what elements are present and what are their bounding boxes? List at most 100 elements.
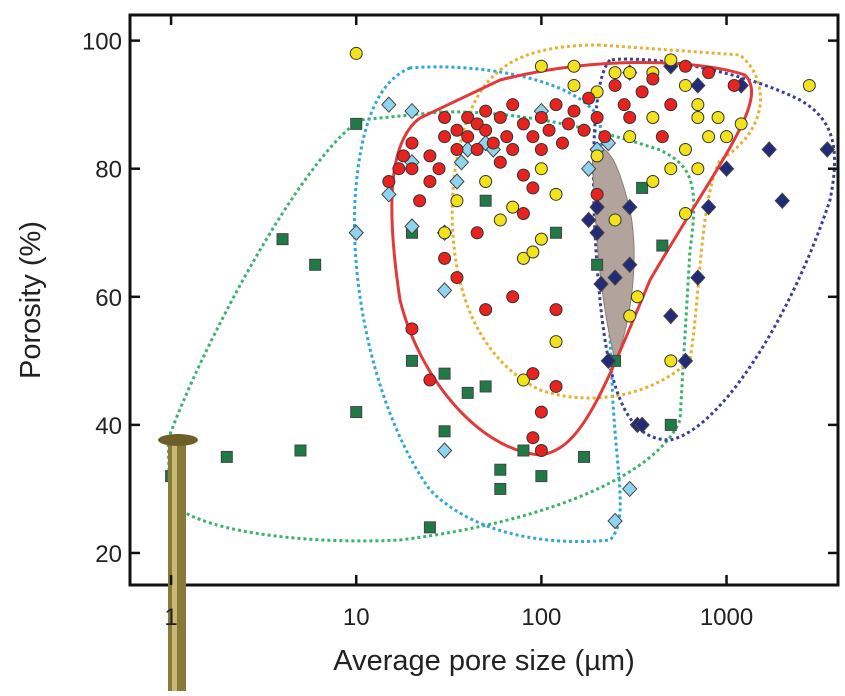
point	[516, 373, 530, 387]
point	[381, 186, 397, 203]
point	[590, 110, 604, 124]
envelope	[591, 57, 836, 442]
point	[664, 98, 678, 112]
point	[582, 91, 596, 105]
point	[294, 444, 307, 457]
point	[678, 78, 692, 92]
point	[567, 59, 581, 73]
point	[774, 192, 790, 209]
point	[727, 78, 741, 92]
point	[438, 130, 452, 144]
y-tick-label: 20	[95, 541, 122, 568]
envelope-area	[591, 147, 635, 362]
point	[578, 450, 591, 463]
point	[761, 141, 777, 158]
point	[494, 482, 507, 495]
point	[348, 224, 364, 241]
point	[479, 104, 493, 118]
point	[700, 198, 717, 216]
point	[396, 149, 410, 163]
point	[436, 442, 453, 459]
x-tick-label: 1000	[700, 604, 753, 631]
point	[542, 123, 556, 137]
point	[436, 282, 453, 299]
point	[567, 78, 581, 92]
point	[486, 136, 500, 150]
envelope	[450, 43, 762, 400]
point	[479, 194, 492, 207]
point	[580, 211, 597, 229]
point	[453, 154, 470, 171]
point	[623, 309, 637, 323]
point	[450, 123, 464, 137]
point	[276, 233, 289, 246]
point	[479, 123, 493, 137]
point	[392, 162, 406, 176]
point	[450, 194, 464, 208]
point	[423, 149, 437, 163]
point	[479, 175, 493, 189]
point	[534, 405, 548, 419]
point	[550, 226, 563, 239]
point	[526, 431, 540, 445]
point	[590, 149, 604, 163]
point	[691, 162, 705, 176]
x-axis-title: Average pore size (µm)	[333, 645, 634, 677]
point	[350, 406, 363, 419]
point	[589, 224, 605, 241]
point	[567, 104, 581, 118]
point	[438, 367, 451, 380]
point	[663, 307, 679, 325]
point	[470, 142, 484, 156]
point	[405, 354, 418, 367]
point	[580, 160, 597, 177]
point	[309, 258, 322, 271]
point	[493, 213, 507, 227]
point	[220, 450, 233, 463]
point	[555, 136, 569, 150]
point	[517, 444, 530, 457]
point	[516, 251, 530, 265]
point	[423, 373, 437, 387]
point	[664, 162, 678, 176]
point	[608, 66, 622, 80]
point	[534, 59, 548, 73]
point	[591, 258, 604, 271]
points	[165, 46, 835, 534]
nail-head	[158, 434, 198, 446]
envelope	[166, 110, 696, 543]
point	[802, 78, 816, 92]
point	[608, 78, 622, 92]
point	[607, 512, 623, 530]
point	[635, 85, 649, 99]
point	[516, 168, 530, 182]
point	[506, 290, 520, 304]
point	[630, 290, 644, 304]
point	[404, 102, 420, 120]
point	[617, 98, 631, 112]
point	[526, 245, 540, 259]
point	[622, 480, 638, 498]
point	[479, 303, 493, 317]
point	[534, 142, 548, 156]
point	[678, 142, 692, 156]
point	[526, 367, 540, 381]
point	[461, 110, 475, 124]
point	[461, 386, 474, 399]
point	[690, 269, 706, 286]
point	[622, 198, 638, 216]
point	[526, 181, 540, 195]
point	[646, 72, 660, 86]
y-tick-label: 60	[95, 285, 122, 312]
point	[634, 416, 650, 434]
point	[720, 130, 734, 144]
point	[702, 66, 716, 80]
point	[623, 130, 637, 144]
point	[593, 275, 609, 293]
point	[438, 251, 452, 265]
point	[432, 162, 446, 176]
point	[493, 155, 507, 169]
point	[470, 226, 484, 240]
point	[534, 232, 548, 246]
